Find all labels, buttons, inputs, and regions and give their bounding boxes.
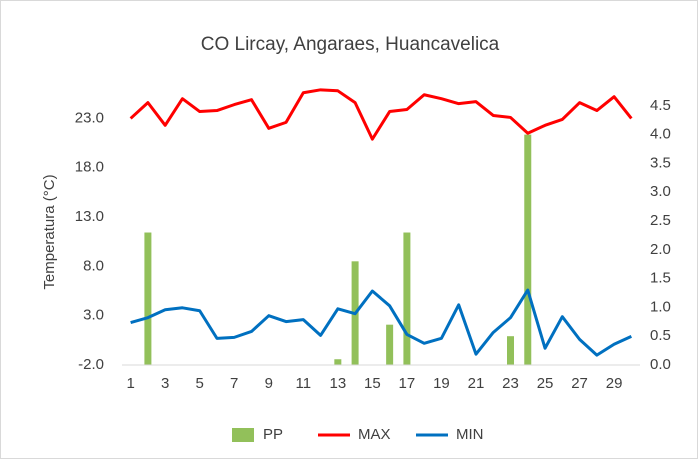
x-tick-label: 19 — [433, 375, 450, 392]
y-tick-label: 3.0 — [83, 307, 104, 324]
y-tick-label: 8.0 — [83, 257, 104, 274]
legend-label: MIN — [456, 426, 484, 443]
x-tick-label: 21 — [468, 375, 485, 392]
x-tick-label: 13 — [329, 375, 346, 392]
y2-tick-label: 3.5 — [650, 154, 671, 171]
bar — [386, 324, 394, 365]
x-tick-label: 27 — [571, 375, 588, 392]
bar — [403, 232, 411, 365]
y-tick-label: 23.0 — [75, 109, 104, 126]
chart-title: CO Lircay, Angaraes, Huancavelica — [201, 34, 500, 55]
x-tick-label: 7 — [230, 375, 238, 392]
line-series — [130, 288, 632, 357]
bar — [334, 359, 342, 365]
x-tick-label: 11 — [296, 375, 312, 392]
y2-tick-label: 4.5 — [650, 97, 671, 114]
x-tick-label: 25 — [537, 375, 554, 392]
bar — [507, 336, 514, 365]
x-tick-label: 17 — [399, 375, 416, 392]
y2-tick-label: 0.0 — [650, 356, 671, 373]
y2-tick-label: 1.5 — [650, 270, 671, 287]
y-axis-label: Temperatura (°C) — [41, 174, 58, 289]
y2-tick-label: 1.0 — [650, 298, 671, 315]
x-tick-label: 29 — [606, 375, 623, 392]
y2-tick-label: 2.5 — [650, 212, 671, 229]
line-series — [129, 88, 633, 141]
bar — [144, 232, 152, 365]
y2-tick-label: 0.5 — [650, 327, 671, 344]
y-tick-label: 18.0 — [75, 159, 104, 176]
legend-label: MAX — [358, 426, 391, 443]
y2-tick-label: 2.0 — [650, 241, 671, 258]
x-tick-label: 1 — [126, 375, 134, 392]
y-tick-label: 13.0 — [75, 208, 104, 225]
y2-tick-label: 4.0 — [650, 126, 671, 143]
x-tick-label: 3 — [161, 375, 169, 392]
bar — [524, 134, 532, 365]
y-tick-label: -2.0 — [78, 356, 104, 373]
x-tick-label: 9 — [265, 375, 273, 392]
x-tick-label: 23 — [502, 375, 519, 392]
x-tick-label: 15 — [364, 375, 381, 392]
y2-tick-label: 3.0 — [650, 183, 671, 200]
x-tick-label: 5 — [196, 375, 204, 392]
legend-swatch — [232, 428, 254, 442]
legend-label: PP — [263, 426, 283, 443]
